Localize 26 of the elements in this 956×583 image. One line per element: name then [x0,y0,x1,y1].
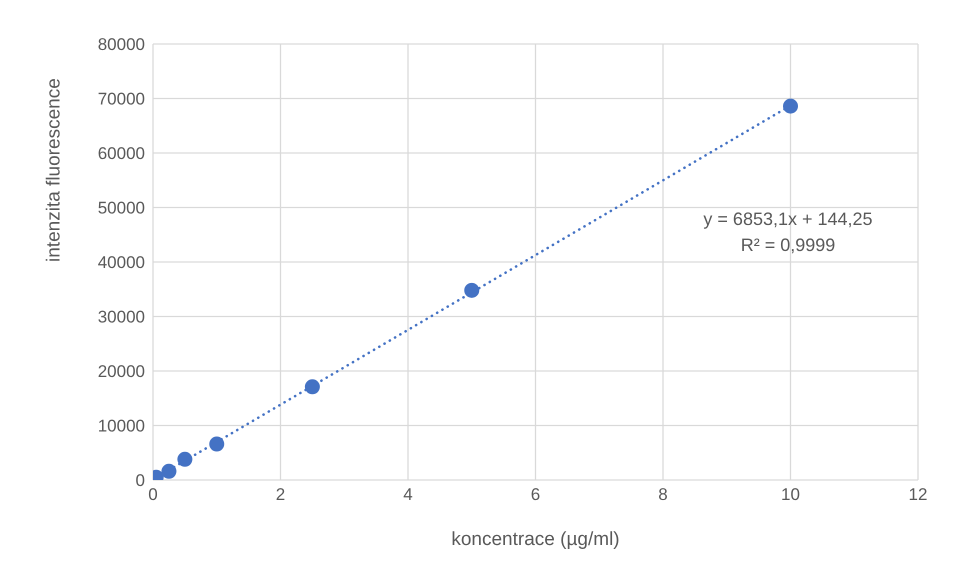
y-tick-label: 50000 [98,198,145,218]
point [161,464,176,479]
y-tick-label: 70000 [98,90,145,109]
x-axis-title: koncentrace (µg/ml) [451,529,620,550]
annotation: y = 6853,1x + 144,25 [702,208,874,231]
point [209,436,224,452]
point [464,282,480,298]
y-axis-title: intenzita fluorescence [44,78,65,262]
y-tick-label: 30000 [98,308,145,327]
x-tick-label: 6 [530,485,540,504]
x-tick-label: 8 [658,485,668,504]
point [783,98,798,114]
x-tick-label: 4 [403,485,413,504]
annotation: R² = 0,9999 [740,234,836,257]
y-tick-label: 20000 [98,362,145,382]
y-tick-label: 40000 [98,253,145,272]
x-tick-label: 12 [908,485,928,504]
point [304,379,320,394]
x-tick-label: 0 [148,485,158,504]
y-tick-label: 0 [136,471,145,490]
y-tick-label: 60000 [98,144,145,164]
y-tick-label: 10000 [98,416,145,436]
y-tick-label: 80000 [98,35,145,54]
point [177,452,192,467]
x-tick-label: 2 [276,485,286,504]
x-tick-label: 10 [781,485,800,504]
